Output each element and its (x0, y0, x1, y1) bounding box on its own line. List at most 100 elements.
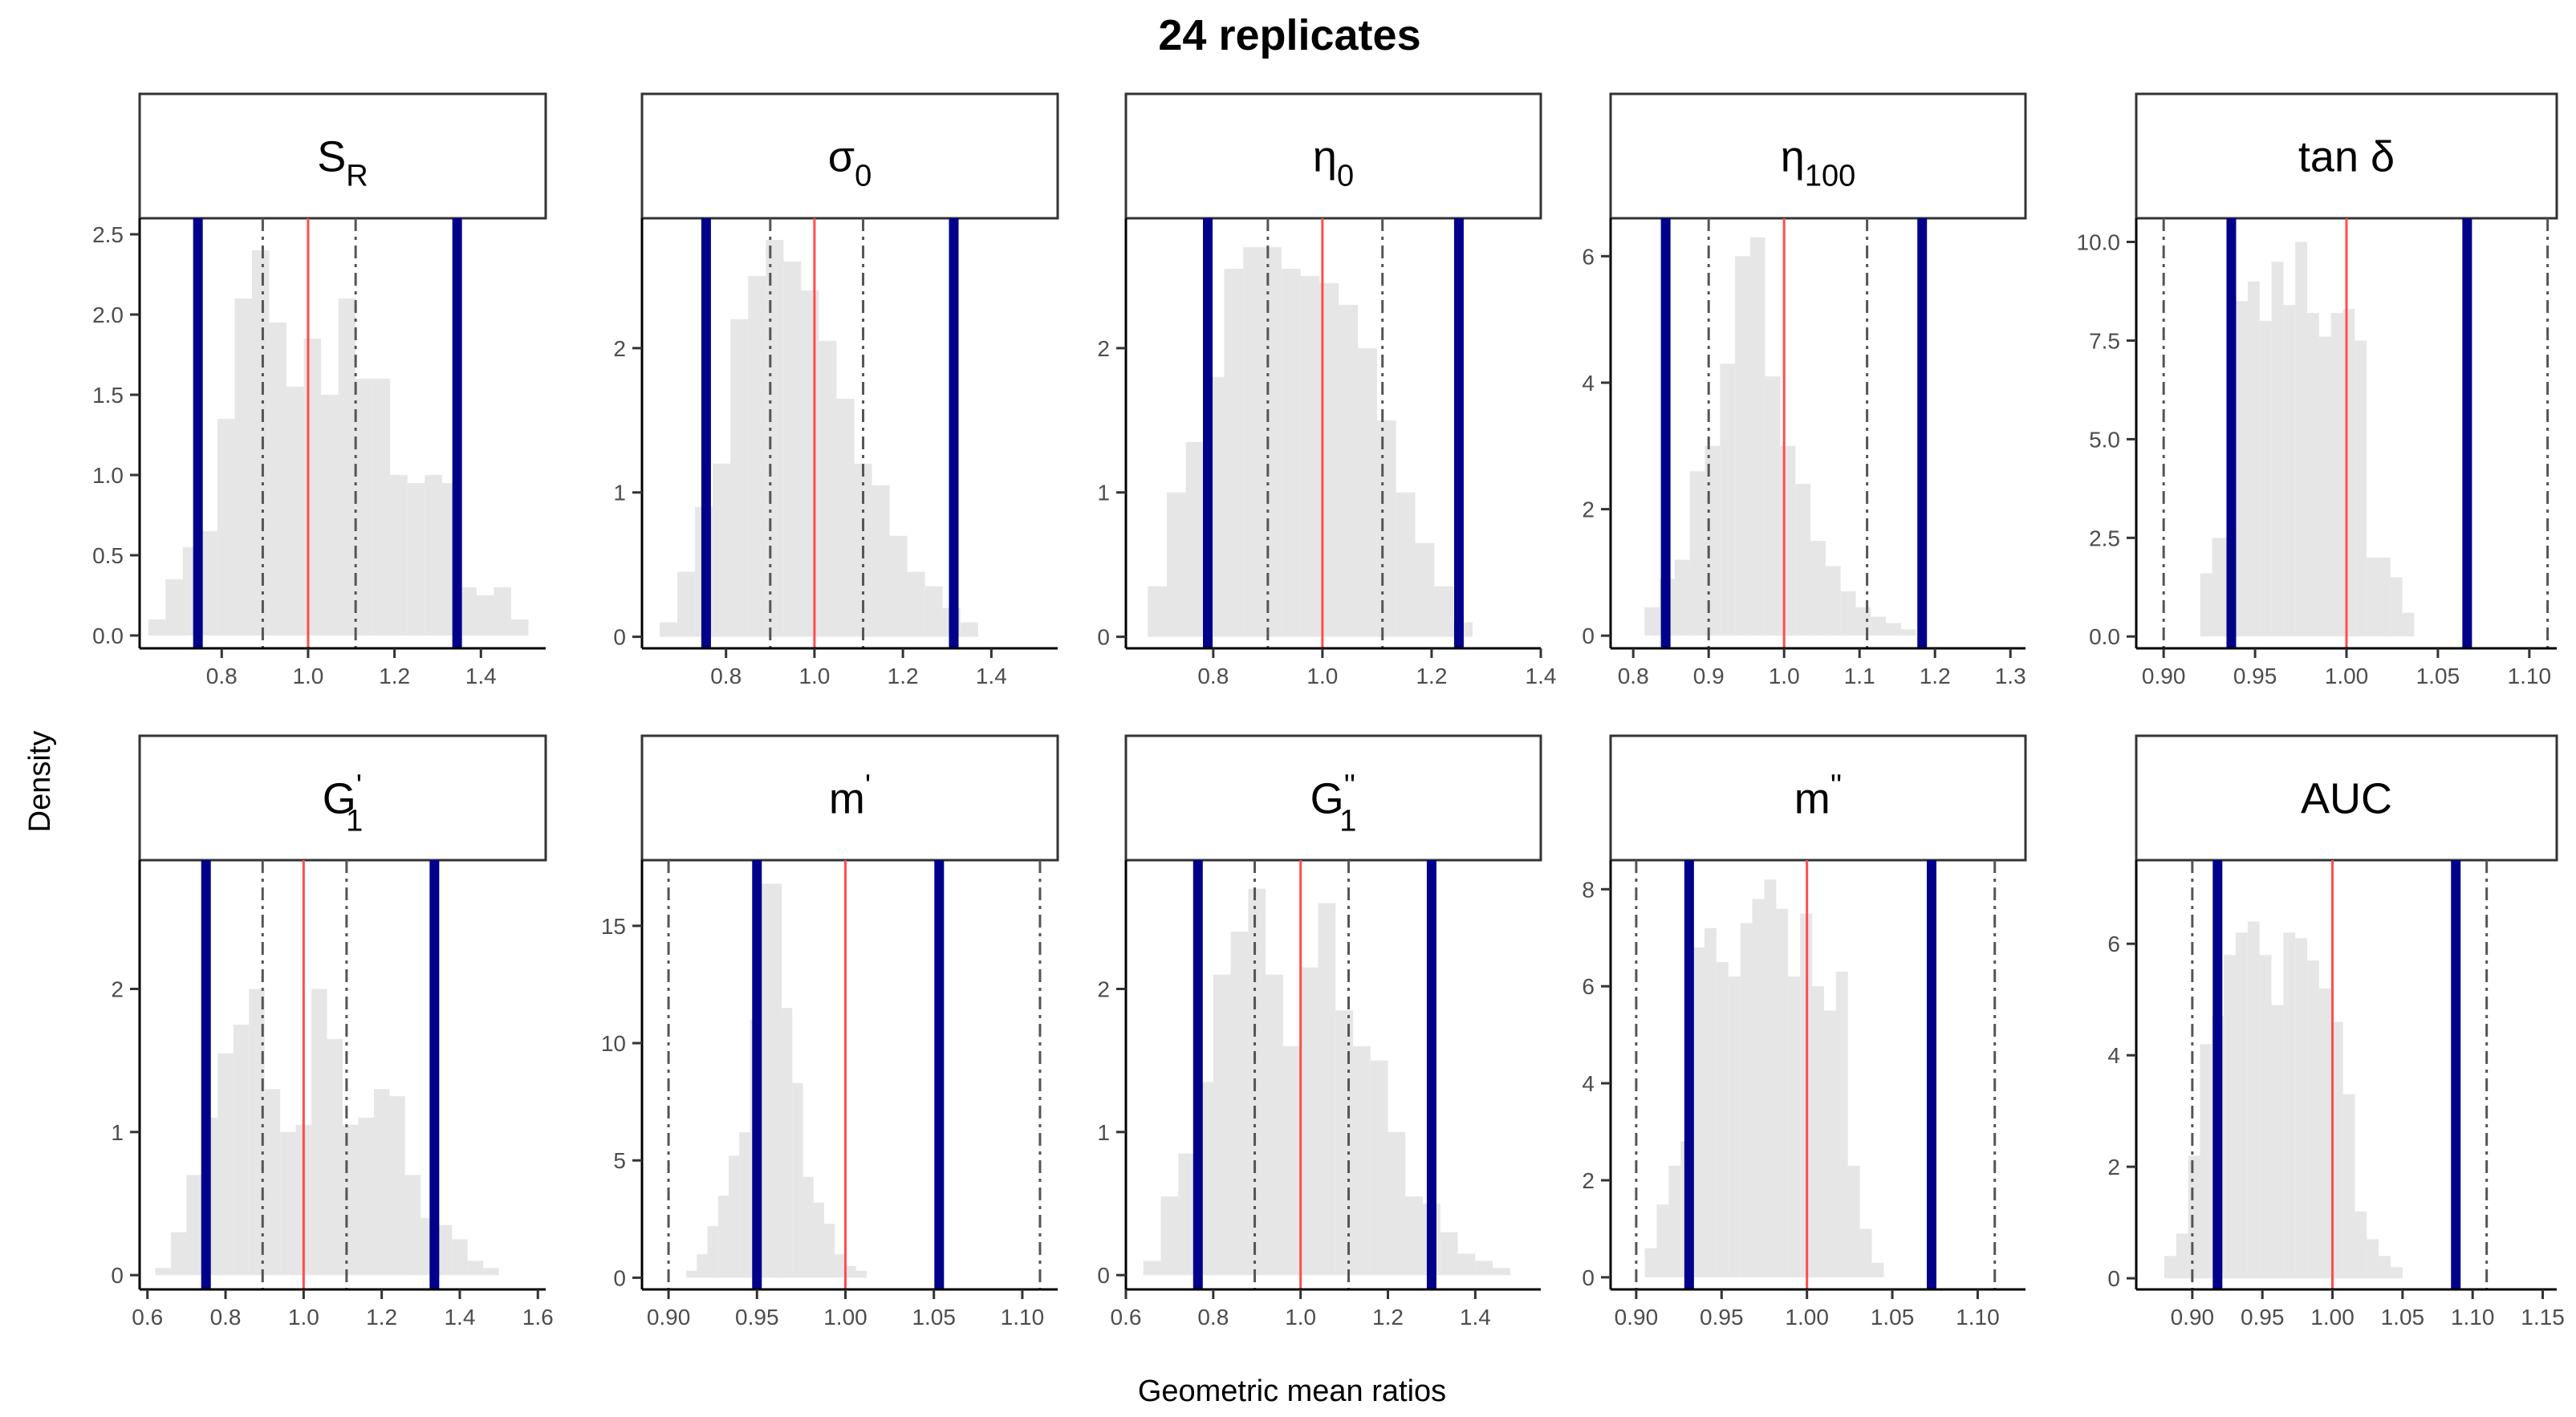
x-tick-label: 1.10 (2508, 664, 2552, 688)
x-tick-label: 1.0 (1769, 664, 1800, 688)
histogram-bar (2318, 988, 2331, 1279)
histogram-bar (677, 571, 696, 637)
histogram-bar (907, 571, 925, 637)
plot-area-AUC (2164, 860, 2489, 1289)
histogram-bar (1749, 237, 1765, 636)
strip-label-subscript: 100 (1805, 160, 1855, 193)
y-tick-label: 2 (1582, 1168, 1595, 1193)
histogram-bar (1352, 1045, 1371, 1276)
histogram-bar (1160, 1196, 1179, 1276)
histogram-bar (1823, 1010, 1836, 1277)
x-tick-label: 0.9 (1693, 664, 1725, 688)
histogram-bar (1396, 492, 1416, 637)
histogram-bar (1415, 542, 1435, 637)
histogram-bar (1318, 903, 1336, 1276)
histogram-bar (660, 622, 678, 637)
histogram-bar (234, 298, 252, 635)
strip-label-G1dprime: G'' 1 (1310, 769, 1357, 838)
histogram-bar (2200, 573, 2212, 637)
plot-area-eta0 (1148, 218, 1473, 648)
x-tick-label: 1.4 (1460, 1305, 1491, 1330)
x-tick-label: 1.0 (1285, 1305, 1316, 1330)
histogram-bar (739, 1132, 750, 1278)
histogram-bar (311, 989, 327, 1276)
histogram-bar (1764, 879, 1777, 1277)
histogram-bar (280, 1131, 296, 1276)
x-tick-label: 0.8 (1197, 1305, 1229, 1330)
histogram-bar (792, 1082, 803, 1278)
histogram-bar (783, 261, 802, 637)
x-tick-label: 1.0 (292, 664, 323, 688)
plot-area-mprime (667, 860, 1042, 1289)
histogram-bar (2391, 1267, 2403, 1279)
histogram-bar (766, 239, 784, 637)
x-tick-label: 1.2 (1920, 664, 1951, 688)
strip-box-G1prime (138, 734, 547, 862)
x-tick-label: 1.10 (1956, 1305, 2000, 1330)
histogram-bar (1859, 1228, 1872, 1277)
x-tick-label: 0.90 (647, 1305, 691, 1330)
histogram-bar (770, 883, 782, 1278)
x-tick-label: 1.4 (1526, 664, 1557, 688)
x-tick-label: 0.8 (1197, 664, 1229, 688)
strip-label-main: m (829, 775, 865, 823)
y-tick-label: 1 (1097, 1120, 1110, 1145)
strip-label-tan_delta: tan δ (2298, 133, 2395, 181)
histogram-bar (2283, 305, 2296, 637)
histogram-bar (148, 619, 166, 635)
y-tick-label: 2.0 (92, 302, 124, 327)
histogram-bar (165, 579, 183, 635)
histogram-bar (249, 989, 265, 1276)
histogram-bar (476, 595, 494, 635)
histogram-bar (1740, 923, 1753, 1277)
histogram-bar (2355, 340, 2367, 637)
histogram-bar (717, 1196, 729, 1278)
strip-label-main: m (1794, 775, 1830, 823)
histogram-bar (327, 1038, 343, 1276)
histogram-bar (2164, 1256, 2176, 1279)
plot-area-SR (148, 218, 529, 648)
x-tick-label: 1.0 (798, 664, 830, 688)
x-tick-label: 1.15 (2521, 1305, 2565, 1330)
histogram-bar (835, 1254, 846, 1278)
histogram-bar (1339, 304, 1359, 637)
strip-box-SR (138, 92, 547, 220)
strip-box-tan_delta (2135, 92, 2558, 220)
histogram-bar (760, 883, 771, 1278)
histogram-bar (1300, 967, 1318, 1276)
histogram-bar (303, 339, 322, 635)
y-tick-label: 6 (1582, 974, 1595, 999)
histogram-bar (2259, 955, 2272, 1279)
y-tick-label: 0 (1097, 625, 1110, 650)
y-tick-label: 1 (613, 481, 626, 505)
x-tick-label: 1.4 (465, 664, 497, 688)
x-tick-label: 1.0 (288, 1305, 319, 1330)
histogram-bar (1230, 932, 1249, 1276)
histogram-bar (1752, 899, 1765, 1277)
plot-area-G1prime (155, 860, 499, 1289)
x-tick-label: 0.8 (710, 664, 742, 688)
histogram-bar (343, 1124, 359, 1276)
histogram-bar (2236, 301, 2248, 637)
histogram-bar (1178, 1153, 1197, 1276)
x-tick-label: 1.6 (522, 1305, 554, 1330)
histogram-bar (2176, 1233, 2188, 1279)
histogram-bar (2390, 577, 2403, 637)
histogram-bar (1716, 961, 1729, 1277)
y-tick-label: 8 (1582, 877, 1595, 902)
y-tick-label: 0.0 (92, 623, 124, 648)
histogram-bar (1493, 1268, 1510, 1276)
strip-label-subscript: R (346, 160, 368, 193)
histogram-bar (2307, 960, 2319, 1279)
x-tick-label: 1.00 (2325, 664, 2369, 688)
y-tick-label: 7.5 (2089, 328, 2120, 353)
strip-box-G1dprime (1124, 734, 1542, 862)
y-tick-label: 4 (1582, 371, 1595, 396)
histogram-bar (845, 1265, 856, 1278)
histogram-bar (1243, 246, 1263, 637)
strip-label-subscript: 0 (1337, 160, 1354, 193)
strip-label-SR: SR (317, 133, 368, 193)
y-tick-label: 0 (1582, 1265, 1595, 1290)
